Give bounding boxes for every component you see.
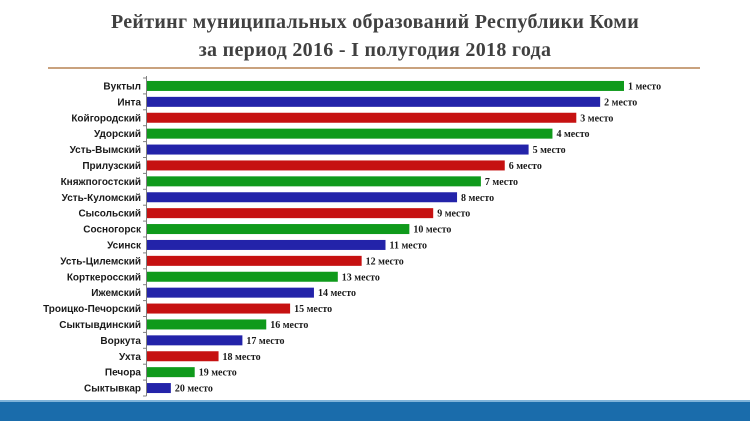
category-label: Усть-Вымский: [70, 145, 141, 156]
bar: [147, 351, 219, 362]
title-divider: [48, 67, 700, 69]
data-label: 7 место: [485, 177, 518, 188]
bar: [147, 383, 171, 394]
data-label: 13 место: [342, 272, 380, 283]
data-label: 3 место: [580, 113, 613, 124]
bar: [147, 80, 624, 91]
category-label: Сыктывкар: [84, 384, 141, 395]
bar: [147, 112, 577, 123]
bar: [147, 239, 386, 250]
bar: [147, 192, 458, 203]
category-label: Княжпогостский: [61, 177, 141, 188]
bar: [147, 96, 601, 107]
data-label: 14 место: [318, 288, 356, 299]
data-label: 11 место: [390, 240, 428, 251]
bar: [147, 208, 434, 219]
category-label: Сысольский: [78, 209, 141, 220]
data-label: 4 место: [556, 129, 589, 140]
data-label: 18 место: [223, 352, 261, 363]
bar: [147, 255, 362, 266]
category-label: Ижемский: [91, 288, 141, 299]
category-label: Ухта: [119, 352, 141, 363]
category-label: Усть-Цилемский: [60, 256, 141, 267]
bar: [147, 128, 553, 139]
footer-band: [0, 402, 750, 421]
category-label: Сосногорск: [83, 225, 142, 236]
bars-layer: Вуктыл 1 место Инта 2 место Койгородский 3 ме…: [43, 76, 661, 397]
chart-title-line-2: за период 2016 - I полугодия 2018 года: [198, 39, 552, 61]
data-label: 16 место: [270, 320, 308, 331]
bar: [147, 176, 481, 187]
bar: [147, 287, 314, 298]
category-label: Корткеросский: [67, 272, 141, 283]
bar: [147, 271, 338, 282]
bar: [147, 319, 267, 330]
category-label: Усть-Куломский: [62, 193, 141, 204]
bar: [147, 144, 529, 155]
category-label: Вуктыл: [103, 81, 141, 92]
footer-accent-line: [0, 400, 750, 402]
category-label: Сыктывдинский: [59, 320, 141, 331]
bar: [147, 367, 195, 378]
category-label: Воркута: [100, 336, 141, 347]
data-label: 6 место: [509, 161, 542, 172]
category-label: Печора: [105, 368, 142, 379]
data-label: 17 место: [246, 336, 284, 347]
bar: [147, 335, 243, 346]
data-label: 19 место: [199, 368, 237, 379]
data-label: 1 место: [628, 81, 661, 92]
data-label: 10 место: [413, 225, 451, 236]
category-label: Койгородский: [71, 113, 141, 124]
bar: [147, 160, 505, 171]
chart-title: Рейтинг муниципальных образований Респуб…: [0, 8, 750, 64]
data-label: 9 место: [437, 209, 470, 220]
category-label: Инта: [117, 97, 141, 108]
data-label: 20 место: [175, 384, 213, 395]
bar: [147, 303, 291, 314]
category-label: Троицко-Печорский: [43, 304, 141, 315]
data-label: 8 место: [461, 193, 494, 204]
bar-chart: Вуктыл 1 место Инта 2 место Койгородский 3 ме…: [43, 76, 661, 397]
data-label: 12 место: [366, 256, 404, 267]
category-label: Усинск: [107, 240, 142, 251]
data-label: 15 место: [294, 304, 332, 315]
data-label: 5 место: [533, 145, 566, 156]
chart-title-line-1: Рейтинг муниципальных образований Респуб…: [110, 11, 640, 33]
category-label: Прилузский: [82, 161, 141, 172]
bar: [147, 224, 410, 235]
data-label: 2 место: [604, 97, 637, 108]
category-label: Удорский: [94, 129, 141, 140]
